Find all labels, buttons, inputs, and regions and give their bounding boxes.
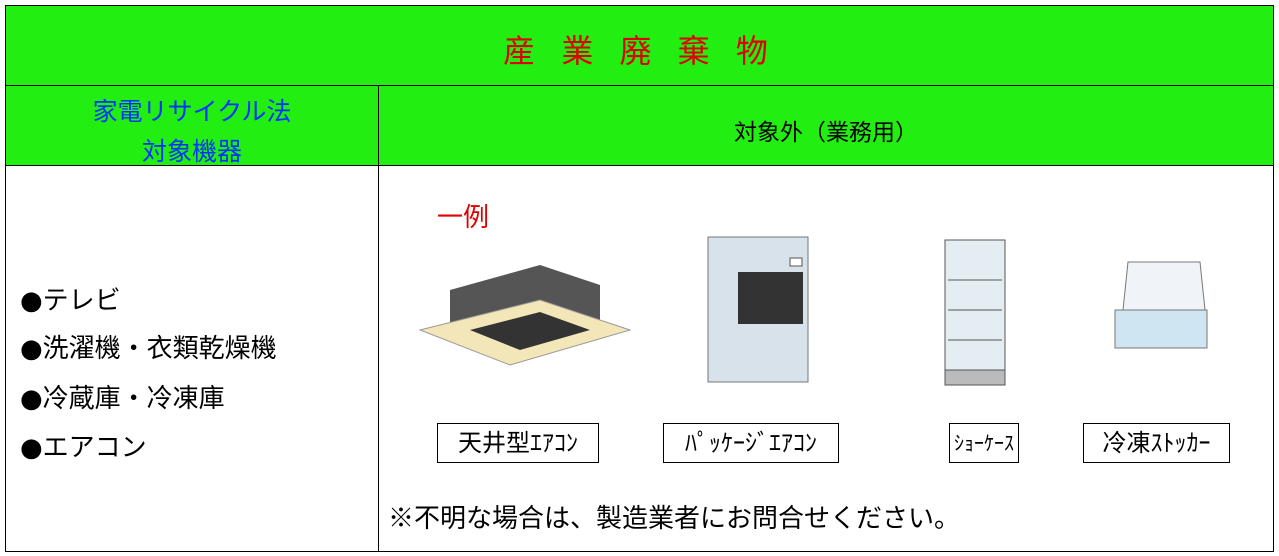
example-name: ﾊﾟｯｹｰｼﾞｴｱｺﾝ	[663, 423, 839, 463]
example-name: 天井型ｴｱｺﾝ	[437, 423, 599, 463]
item: ●テレビ	[20, 286, 121, 316]
ceiling-ac-icon	[418, 265, 632, 366]
title-row	[5, 5, 1274, 86]
item: ●洗濯機・衣類乾燥機	[20, 334, 277, 364]
example-label: 一例	[437, 203, 490, 233]
title: 産 業 廃 棄 物	[503, 32, 776, 70]
example-name: ｼｮｰｹｰｽ	[949, 423, 1019, 463]
item: ●エアコン	[20, 433, 147, 463]
example-name: 冷凍ｽﾄｯｶｰ	[1083, 423, 1230, 463]
left-header-cell	[5, 85, 379, 166]
showcase-icon	[944, 239, 1006, 386]
item: ●冷蔵庫・冷凍庫	[20, 384, 225, 414]
left-header-line: 対象機器	[141, 137, 242, 166]
package-ac-icon	[707, 236, 809, 383]
right-header: 対象外（業務用）	[734, 120, 918, 146]
note: ※不明な場合は、製造業者にお問合せください。	[388, 504, 961, 534]
freezer-icon	[1114, 261, 1208, 349]
left-header-line: 家電リサイクル法	[92, 97, 292, 126]
right-body-cell	[378, 165, 1274, 552]
